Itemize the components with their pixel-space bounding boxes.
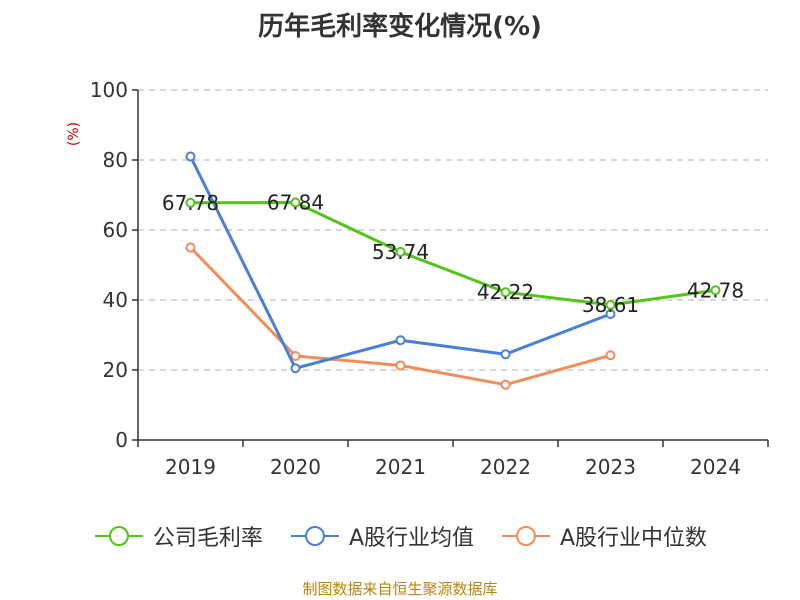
- data-point: [395, 360, 406, 371]
- data-point: [395, 246, 406, 257]
- data-point: [500, 287, 511, 298]
- data-point: [605, 350, 616, 361]
- data-label: 53.74: [372, 240, 429, 264]
- legend-marker-icon: [502, 526, 550, 546]
- legend-item[interactable]: A股行业均值: [289, 520, 474, 552]
- legend-label: 公司毛利率: [152, 526, 263, 551]
- legend-label: A股行业均值: [348, 526, 474, 551]
- data-point: [605, 299, 616, 310]
- data-point: [290, 197, 301, 208]
- chart-title: 历年毛利率变化情况(%): [258, 12, 542, 42]
- series-line: [190, 201, 716, 307]
- legend-marker-icon: [290, 526, 339, 546]
- data-point: [185, 151, 196, 162]
- x-tick-label: 2021: [375, 455, 426, 479]
- data-label: 42.22: [477, 280, 534, 304]
- x-tick-label: 2023: [585, 455, 636, 479]
- data-label: 38.61: [582, 293, 639, 317]
- legend-item[interactable]: 公司毛利率: [93, 520, 263, 552]
- data-point: [710, 285, 721, 296]
- y-tick-label: 60: [103, 218, 128, 242]
- data-point: [395, 335, 406, 346]
- y-tick-label: 20: [103, 358, 128, 382]
- x-tick-label: 2020: [270, 455, 321, 479]
- data-point: [500, 349, 511, 360]
- data-point: [185, 242, 196, 253]
- y-tick-label: 0: [115, 428, 128, 452]
- data-label: 42.78: [687, 278, 744, 302]
- data-point: [290, 363, 301, 374]
- legend-label: A股行业中位数: [560, 526, 708, 551]
- data-point: [185, 197, 196, 208]
- y-tick-label: 40: [103, 288, 128, 312]
- data-point: [605, 309, 616, 319]
- data-label: 67.84: [267, 191, 324, 215]
- legend: 公司毛利率 A股行业均值 A股行业中位数: [0, 520, 800, 552]
- data-point: [290, 351, 301, 361]
- source-note: 制图数据来自恒生聚源数据库: [302, 580, 498, 598]
- x-tick-label: 2024: [690, 455, 741, 479]
- data-point: [500, 379, 511, 390]
- data-label: 67.78: [162, 191, 219, 215]
- legend-item[interactable]: A股行业中位数: [500, 520, 707, 552]
- x-tick-label: 2019: [165, 455, 216, 479]
- legend-marker-icon: [94, 526, 143, 546]
- x-tick-label: 2022: [480, 455, 531, 479]
- y-tick-label: 100: [90, 78, 128, 102]
- y-tick-label: 80: [103, 148, 128, 172]
